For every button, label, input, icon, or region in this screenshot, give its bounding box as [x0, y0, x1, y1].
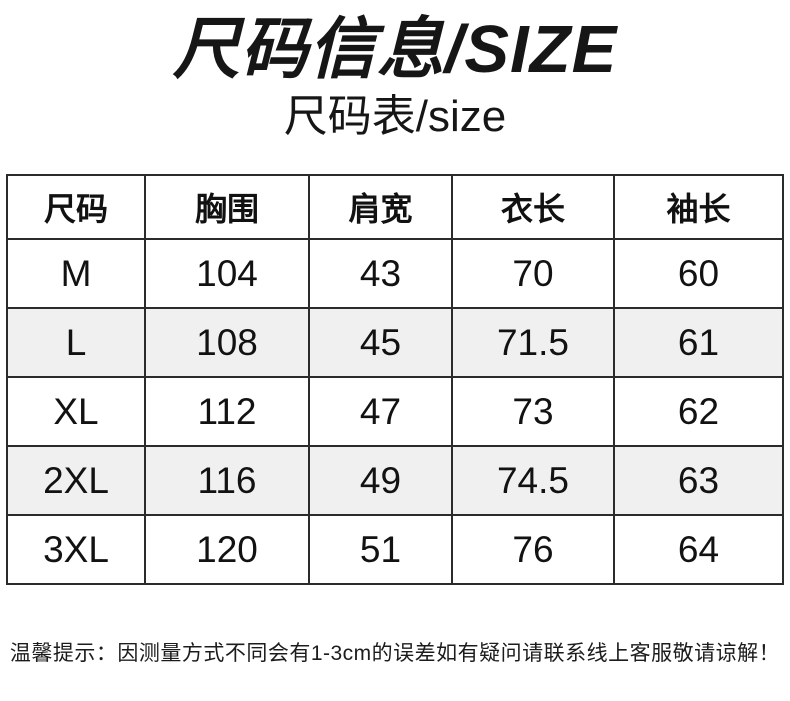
- length-value: 76: [451, 514, 615, 586]
- shoulder-value: 47: [308, 376, 453, 448]
- chest-value: 116: [144, 445, 310, 517]
- shoulder-value: 49: [308, 445, 453, 517]
- sleeve-value: 60: [613, 238, 784, 310]
- sleeve-value: 64: [613, 514, 784, 586]
- length-value: 71.5: [451, 307, 615, 379]
- table-row-l: L 108 45 71.5 61: [6, 307, 784, 379]
- size-label: XL: [6, 376, 146, 448]
- column-header-shoulder: 肩宽: [308, 174, 453, 241]
- page-title: 尺码信息/SIZE: [172, 12, 618, 87]
- shoulder-value: 43: [308, 238, 453, 310]
- page-subtitle: 尺码表/size: [283, 92, 507, 142]
- size-label: 3XL: [6, 514, 146, 586]
- chest-value: 108: [144, 307, 310, 379]
- size-label: M: [6, 238, 146, 310]
- size-table-header-row: 尺码 胸围 肩宽 衣长 袖长: [6, 174, 784, 241]
- table-row-xl: XL 112 47 73 62: [6, 376, 784, 448]
- column-header-sleeve: 袖长: [613, 174, 784, 241]
- sleeve-value: 63: [613, 445, 784, 517]
- sleeve-value: 61: [613, 307, 784, 379]
- table-row-2xl: 2XL 116 49 74.5 63: [6, 445, 784, 517]
- shoulder-value: 45: [308, 307, 453, 379]
- column-header-length: 衣长: [451, 174, 615, 241]
- column-header-size: 尺码: [6, 174, 146, 241]
- sleeve-value: 62: [613, 376, 784, 448]
- shoulder-value: 51: [308, 514, 453, 586]
- table-row-m: M 104 43 70 60: [6, 238, 784, 310]
- table-row-3xl: 3XL 120 51 76 64: [6, 514, 784, 586]
- column-header-chest: 胸围: [144, 174, 310, 241]
- footer-note: 温馨提示：因测量方式不同会有1-3cm的误差如有疑问请联系线上客服敬请谅解！: [9, 642, 781, 666]
- size-table: 尺码 胸围 肩宽 衣长 袖长 M 104 43 70 60 L 108 45 7…: [6, 174, 784, 586]
- length-value: 70: [451, 238, 615, 310]
- chest-value: 104: [144, 238, 310, 310]
- chest-value: 112: [144, 376, 310, 448]
- chest-value: 120: [144, 514, 310, 586]
- length-value: 73: [451, 376, 615, 448]
- size-label: L: [6, 307, 146, 379]
- size-label: 2XL: [6, 445, 146, 517]
- length-value: 74.5: [451, 445, 615, 517]
